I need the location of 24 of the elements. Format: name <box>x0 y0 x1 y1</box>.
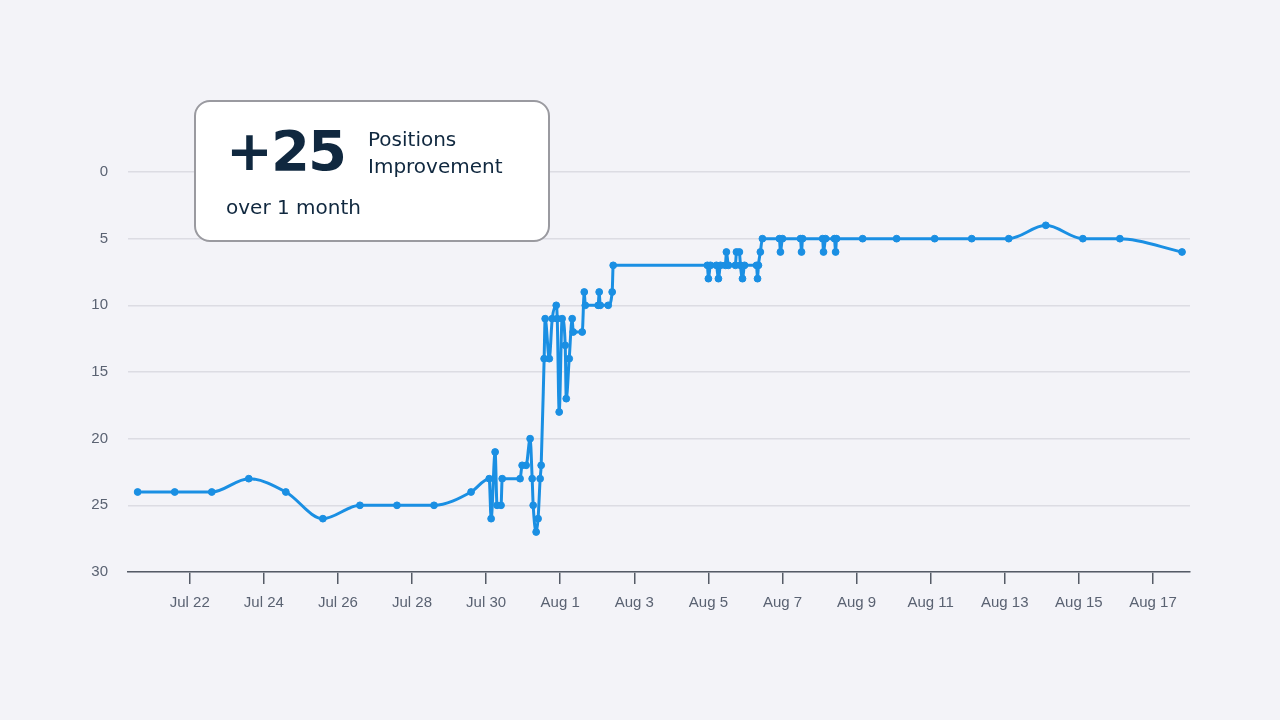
x-tick-label: Aug 1 <box>540 593 580 611</box>
x-tick-label: Aug 9 <box>836 593 877 611</box>
y-tick-label: 20 <box>91 428 108 446</box>
annotation: Positions Improvement <box>368 126 504 180</box>
x-tick-label: Jul 30 <box>466 593 507 611</box>
x-tick-label: Jul 26 <box>317 593 358 611</box>
x-tick-label: Jul 22 <box>169 593 210 611</box>
x-tick-label: Jul 24 <box>243 593 284 611</box>
x-tick-label: Aug 3 <box>614 593 654 611</box>
y-tick-label: 10 <box>91 295 108 313</box>
x-tick-label: Jul 28 <box>392 593 433 611</box>
x-tick-label: Aug 13 <box>980 593 1029 611</box>
y-tick-label: 0 <box>99 162 108 180</box>
x-tick-label: Aug 7 <box>762 593 803 611</box>
annotation: over 1 month <box>226 194 361 221</box>
y-tick-label: 5 <box>99 228 108 246</box>
x-tick-label: Aug 5 <box>688 593 728 611</box>
x-tick-label: Aug 15 <box>1055 593 1103 611</box>
annotation: +25 <box>226 117 345 185</box>
y-tick-label: 30 <box>91 562 108 580</box>
y-tick-label: 25 <box>91 495 108 513</box>
x-tick-label: Aug 17 <box>1129 593 1177 611</box>
y-tick-label: 15 <box>91 362 108 380</box>
x-tick-label: Aug 11 <box>907 593 954 611</box>
